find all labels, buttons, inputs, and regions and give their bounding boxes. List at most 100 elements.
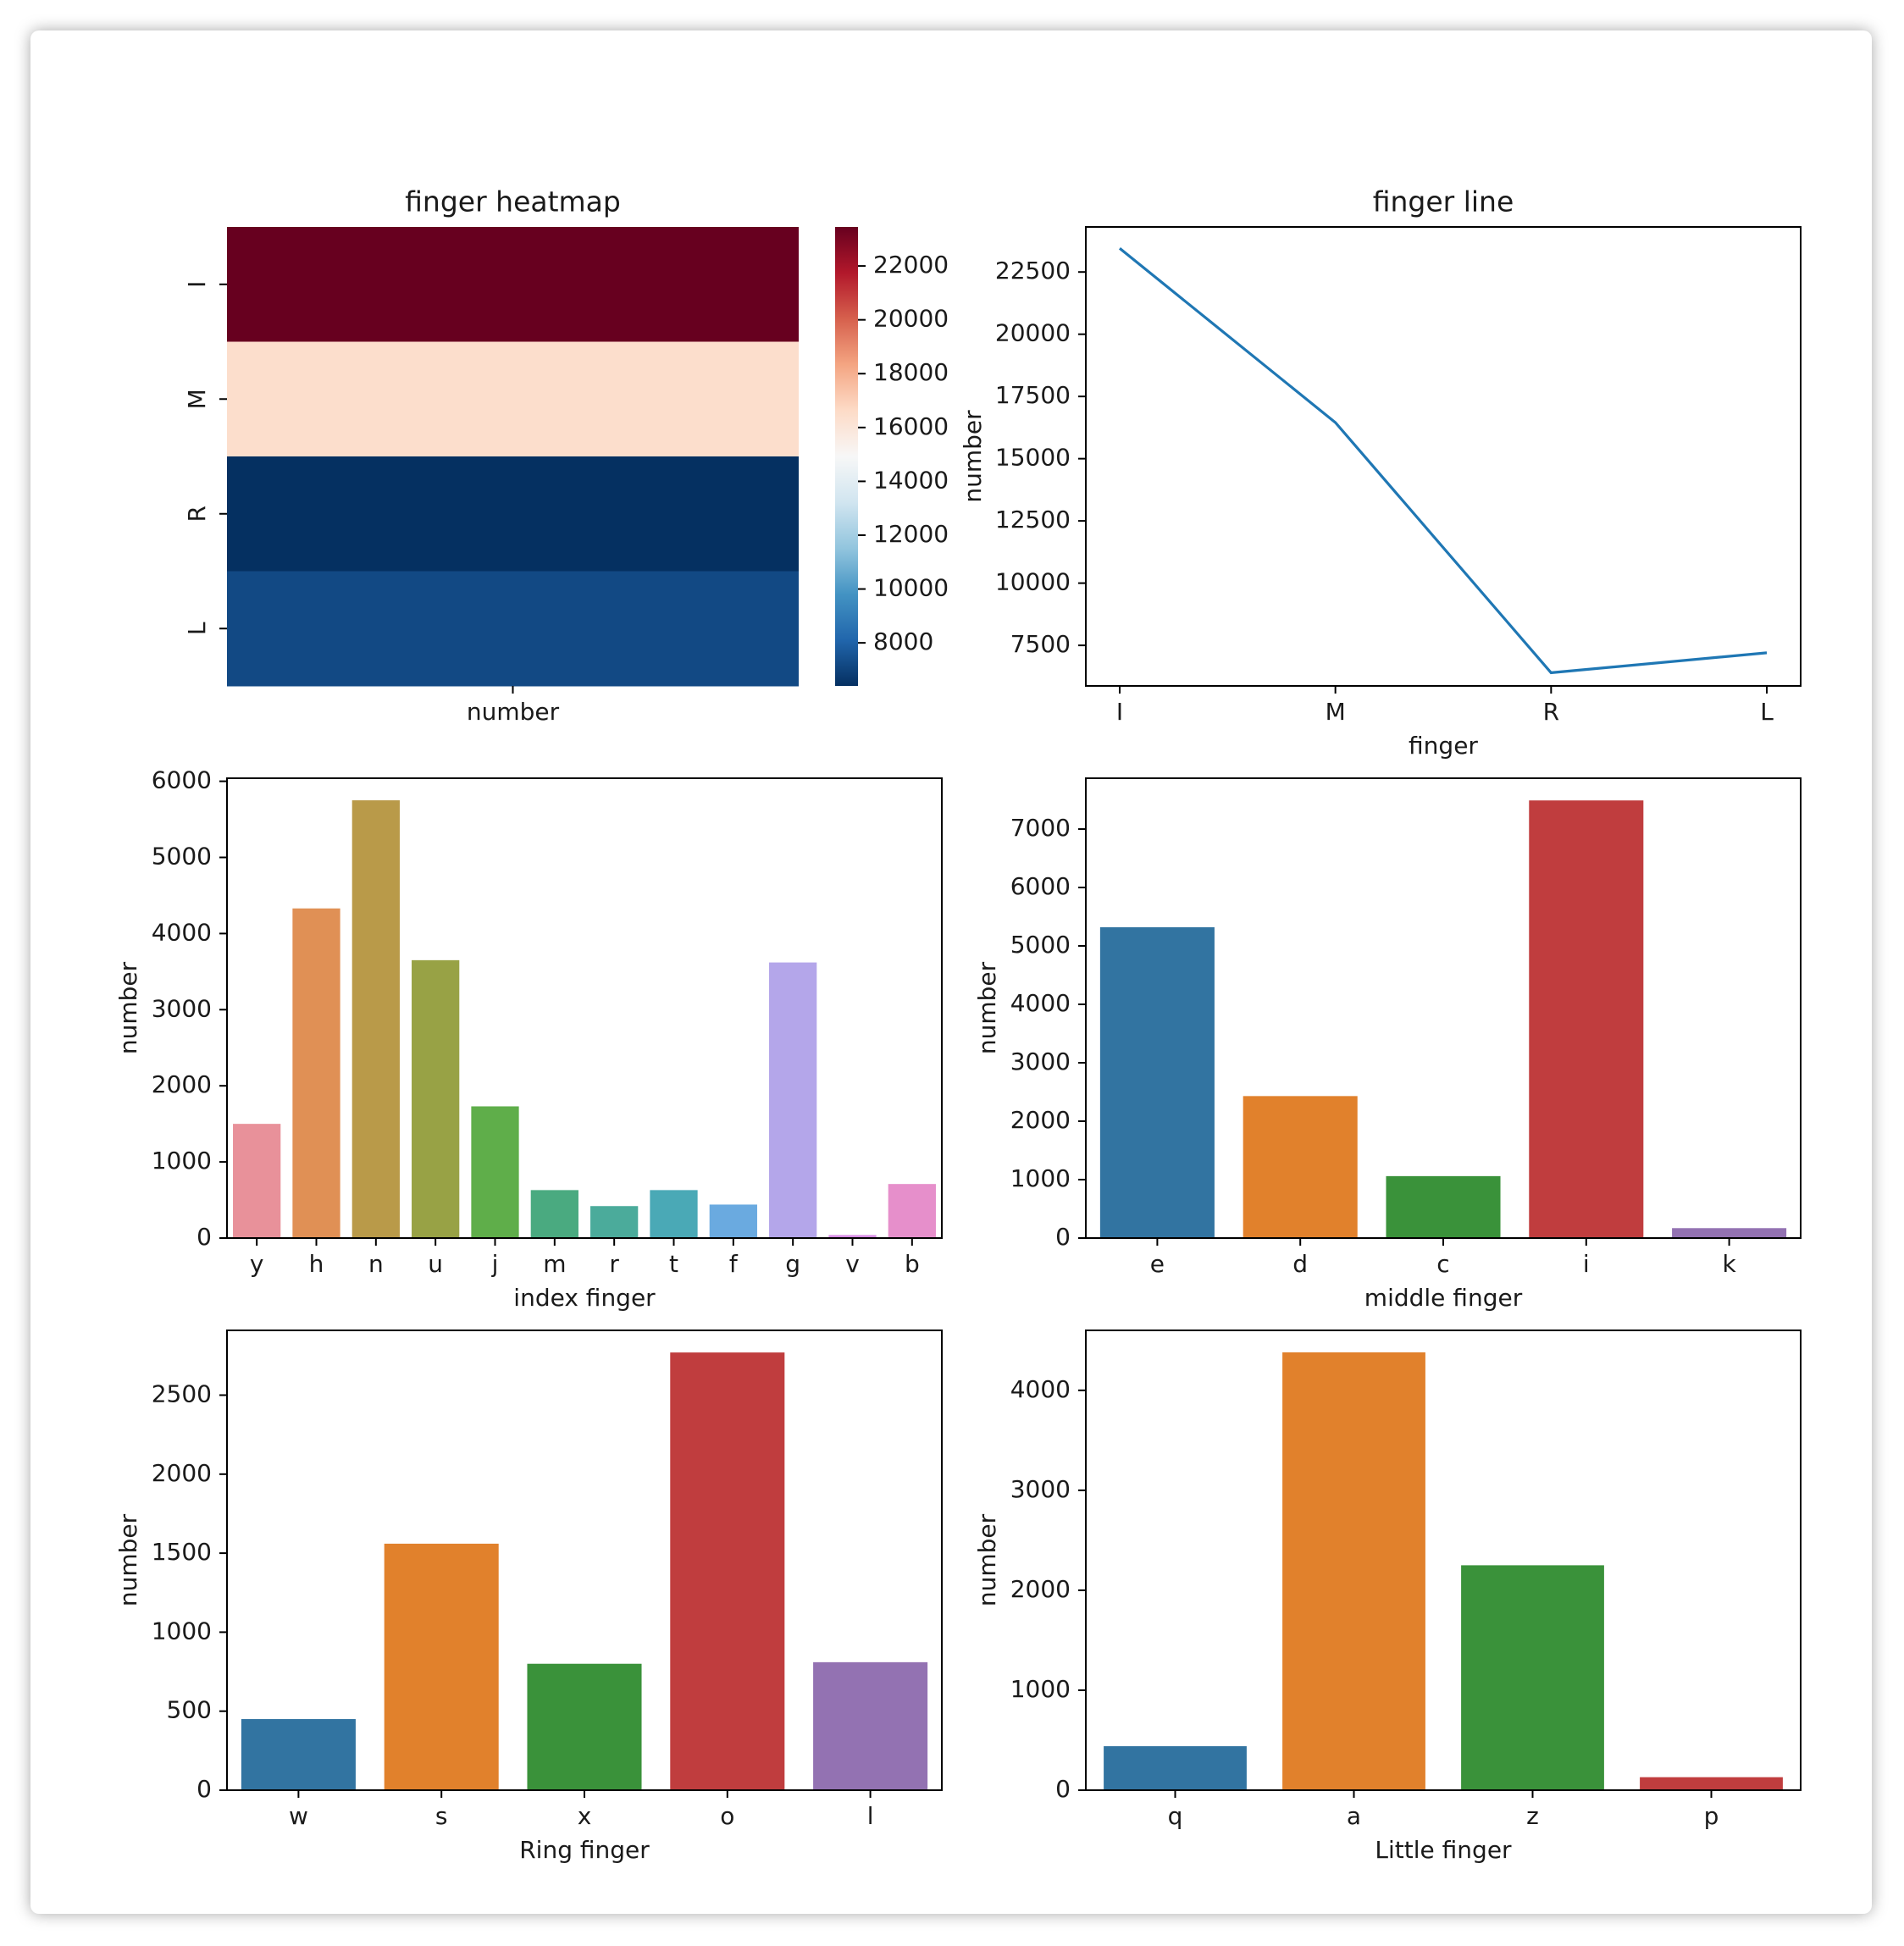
- line-xlabel: finger: [1409, 732, 1478, 760]
- index-bar-xtick-label: v: [845, 1250, 860, 1278]
- heatmap-cell-R: [227, 456, 799, 572]
- middle-bar-bar-e: [1099, 926, 1215, 1238]
- middle-bar-xtick-label: i: [1583, 1250, 1590, 1278]
- ring-bar-ytick-label: 2000: [152, 1459, 212, 1487]
- colorbar-tick-label: 8000: [873, 627, 933, 655]
- index-bar-ytick-label: 6000: [152, 766, 212, 794]
- middle-bar-bar-i: [1529, 800, 1644, 1238]
- little-bar-xtick-label: p: [1704, 1802, 1719, 1830]
- line-plot-frame: [1085, 226, 1802, 687]
- index-bar-xtick-label: u: [428, 1250, 443, 1278]
- index-bar-bar-b: [888, 1184, 936, 1238]
- heatmap-row-label: M: [183, 389, 211, 409]
- middle-bar-ytick-label: 7000: [1010, 814, 1071, 842]
- index-bar-ytick-label: 1000: [152, 1147, 212, 1175]
- middle-bar-ytick-label: 1000: [1010, 1164, 1071, 1192]
- little-bar-bar-p: [1640, 1777, 1783, 1790]
- index-bar-ytick-label: 2000: [152, 1070, 212, 1098]
- line-xtick-label: R: [1543, 698, 1559, 726]
- ring-bar-frame: [226, 1330, 943, 1791]
- middle-bar-ytick-label: 6000: [1010, 872, 1071, 900]
- line-title: finger line: [1373, 185, 1514, 218]
- index-bar-ytick-label: 3000: [152, 994, 212, 1022]
- index-bar-bar-g: [769, 962, 817, 1238]
- ring-bar-ylabel: number: [114, 1513, 142, 1606]
- index-bar-xtick-label: f: [729, 1250, 739, 1278]
- middle-bar-ytick-label: 3000: [1010, 1048, 1071, 1075]
- ring-bar-bar-o: [670, 1352, 785, 1790]
- ring-bar-ytick-label: 0: [196, 1775, 212, 1803]
- middle-bar-xtick-label: d: [1292, 1250, 1308, 1278]
- ring-bar-ytick-label: 2500: [152, 1380, 212, 1408]
- little-bar-ytick-label: 4000: [1010, 1375, 1071, 1403]
- index-bar-xtick-label: g: [785, 1250, 800, 1278]
- index-bar-bar-u: [412, 959, 460, 1238]
- little-bar-ytick-label: 3000: [1010, 1475, 1071, 1503]
- index-bar-bar-r: [590, 1206, 639, 1238]
- line-ytick-label: 7500: [1010, 630, 1071, 658]
- ring-bar-bar-w: [241, 1719, 356, 1790]
- line-ytick-label: 17500: [995, 381, 1071, 409]
- ring-bar-ytick-label: 1500: [152, 1538, 212, 1566]
- heatmap-title: finger heatmap: [405, 185, 621, 218]
- colorbar-tick-label: 14000: [873, 466, 949, 494]
- little-bar-ytick-label: 1000: [1010, 1675, 1071, 1703]
- index-bar-xtick-label: h: [309, 1250, 324, 1278]
- line-ytick-label: 20000: [995, 319, 1071, 347]
- index-bar-bar-n: [351, 800, 400, 1238]
- heatmap-row-label: I: [183, 281, 211, 288]
- line-xtick-label: L: [1760, 698, 1774, 726]
- little-bar-ytick-label: 0: [1055, 1775, 1071, 1803]
- little-bar-frame: [1085, 1330, 1802, 1791]
- line-xtick-label: I: [1116, 698, 1123, 726]
- heatmap-row-label: R: [183, 506, 211, 522]
- middle-bar-ytick-label: 5000: [1010, 931, 1071, 959]
- ring-bar-xtick-label: o: [720, 1802, 734, 1830]
- line-ytick-label: 12500: [995, 506, 1071, 533]
- index-bar-xtick-label: t: [669, 1250, 678, 1278]
- line-ytick-label: 10000: [995, 568, 1071, 596]
- line-ylabel: number: [959, 410, 987, 503]
- index-bar-frame: [226, 777, 943, 1239]
- line-ytick-label: 15000: [995, 444, 1071, 472]
- index-bar-xtick-label: j: [491, 1250, 499, 1278]
- little-bar-xlabel: Little finger: [1375, 1836, 1512, 1864]
- heatmap-row-label: L: [183, 622, 211, 635]
- ring-bar-xtick-label: w: [289, 1802, 308, 1830]
- line-ytick-label: 22500: [995, 257, 1071, 285]
- colorbar-tick-label: 18000: [873, 358, 949, 386]
- little-bar-ytick-label: 2000: [1010, 1575, 1071, 1603]
- index-bar-bar-t: [650, 1190, 698, 1238]
- middle-bar-xlabel: middle finger: [1364, 1284, 1523, 1312]
- colorbar-tick-label: 16000: [873, 412, 949, 440]
- little-bar-xtick-label: z: [1526, 1802, 1539, 1830]
- heatmap-cell-L: [227, 571, 799, 687]
- ring-bar-ytick-label: 1000: [152, 1617, 212, 1645]
- ring-bar-xtick-label: x: [578, 1802, 592, 1830]
- ring-bar-bar-s: [384, 1543, 499, 1790]
- heatmap-cell-M: [227, 341, 799, 457]
- index-bar-xtick-label: y: [250, 1250, 264, 1278]
- middle-bar-bar-k: [1672, 1228, 1787, 1238]
- ring-bar-xlabel: Ring finger: [519, 1836, 650, 1864]
- index-bar-xtick-label: n: [368, 1250, 384, 1278]
- heatmap-cell-I: [227, 227, 799, 342]
- middle-bar-xtick-label: c: [1436, 1250, 1449, 1278]
- line-xtick-label: M: [1326, 698, 1346, 726]
- index-bar-bar-y: [233, 1124, 281, 1238]
- colorbar: [835, 227, 858, 686]
- index-bar-ytick-label: 0: [196, 1223, 212, 1251]
- index-bar-bar-f: [709, 1204, 757, 1238]
- little-bar-xtick-label: a: [1347, 1802, 1361, 1830]
- middle-bar-ylabel: number: [973, 961, 1001, 1054]
- middle-bar-xtick-label: e: [1150, 1250, 1165, 1278]
- ring-bar-xtick-label: l: [867, 1802, 874, 1830]
- middle-bar-xtick-label: k: [1722, 1250, 1736, 1278]
- index-bar-bar-v: [828, 1235, 877, 1238]
- index-bar-xtick-label: r: [609, 1250, 619, 1278]
- little-bar-bar-a: [1282, 1352, 1425, 1790]
- colorbar-tick-label: 10000: [873, 574, 949, 602]
- middle-bar-ytick-label: 0: [1055, 1223, 1071, 1251]
- middle-bar-frame: [1085, 777, 1802, 1239]
